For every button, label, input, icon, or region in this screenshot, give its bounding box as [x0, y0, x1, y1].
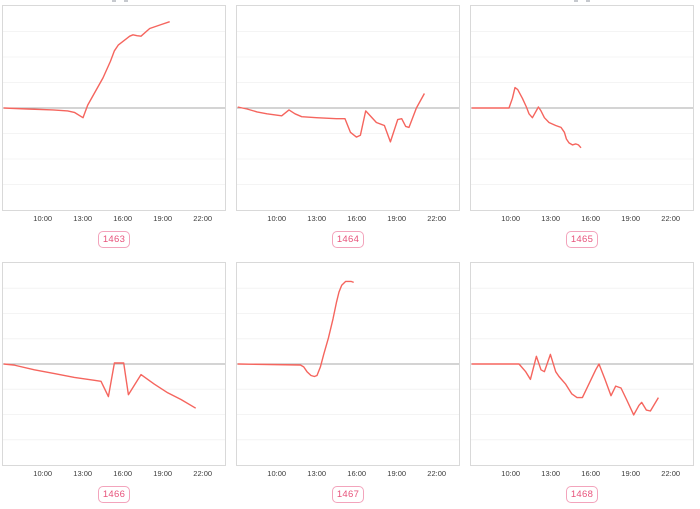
- cutoff-fragment: [586, 0, 590, 2]
- x-tick-label: 10:00: [267, 214, 287, 223]
- chart-cell-1468: 10:00 13:00 16:00 19:00 22:00 1468: [470, 262, 694, 503]
- chart-id-label: 1465: [570, 234, 594, 245]
- x-tick-label: 16:00: [347, 214, 367, 223]
- line-chart-svg: [3, 287, 225, 441]
- x-tick-label: 16:00: [581, 214, 601, 223]
- line-chart-svg: [237, 31, 459, 185]
- line-chart-plot: [470, 262, 694, 466]
- chart-id-badge[interactable]: 1468: [565, 486, 599, 503]
- x-tick-label: 16:00: [581, 469, 601, 478]
- chart-cell-1467: 10:00 13:00 16:00 19:00 22:00 1467: [236, 262, 460, 503]
- x-axis-ticks: 10:00 13:00 16:00 19:00 22:00: [236, 214, 460, 225]
- x-axis-ticks: 10:00 13:00 16:00 19:00 22:00: [236, 469, 460, 480]
- x-tick-label: 13:00: [73, 214, 93, 223]
- chart-cell-1466: 10:00 13:00 16:00 19:00 22:00 1466: [2, 262, 226, 503]
- series-line: [3, 21, 170, 119]
- x-tick-label: 10:00: [33, 214, 53, 223]
- cutoff-fragment: [112, 0, 116, 2]
- series-line: [3, 362, 197, 409]
- series-line: [471, 86, 582, 149]
- chart-id-badge[interactable]: 1465: [565, 231, 599, 248]
- x-tick-label: 10:00: [501, 469, 521, 478]
- line-chart-svg: [3, 21, 225, 185]
- line-chart-plot: [236, 5, 460, 211]
- x-axis-ticks: 10:00 13:00 16:00 19:00 22:00: [2, 469, 226, 480]
- x-tick-label: 22:00: [193, 469, 213, 478]
- x-tick-label: 13:00: [307, 214, 327, 223]
- chart-id-label: 1464: [336, 234, 360, 245]
- chart-id-badge[interactable]: 1466: [97, 486, 131, 503]
- line-chart-plot: [470, 5, 694, 211]
- x-tick-label: 22:00: [427, 214, 447, 223]
- x-tick-label: 10:00: [501, 214, 521, 223]
- chart-id-label: 1463: [102, 234, 126, 245]
- x-tick-label: 19:00: [153, 469, 173, 478]
- x-tick-label: 22:00: [661, 214, 681, 223]
- x-axis-ticks: 10:00 13:00 16:00 19:00 22:00: [470, 214, 694, 225]
- x-tick-label: 22:00: [193, 214, 213, 223]
- chart-cell-1464: 10:00 13:00 16:00 19:00 22:00 1464: [236, 5, 460, 248]
- x-tick-label: 19:00: [387, 469, 407, 478]
- line-chart-svg: [471, 287, 693, 441]
- series-line: [237, 93, 426, 143]
- x-tick-label: 13:00: [73, 469, 93, 478]
- line-chart-plot: [2, 5, 226, 211]
- x-axis-ticks: 10:00 13:00 16:00 19:00 22:00: [470, 469, 694, 480]
- chart-id-label: 1468: [570, 489, 594, 500]
- x-tick-label: 19:00: [621, 469, 641, 478]
- x-tick-label: 16:00: [113, 469, 133, 478]
- line-chart-plot: [2, 262, 226, 466]
- x-tick-label: 19:00: [621, 214, 641, 223]
- line-chart-svg: [237, 280, 459, 441]
- series-line: [471, 353, 660, 416]
- chart-cell-1463: 10:00 13:00 16:00 19:00 22:00 1463: [2, 5, 226, 248]
- x-tick-label: 13:00: [307, 469, 327, 478]
- x-tick-label: 22:00: [427, 469, 447, 478]
- cutoff-fragment: [124, 0, 128, 2]
- chart-id-label: 1466: [102, 489, 126, 500]
- line-chart-svg: [471, 31, 693, 185]
- x-tick-label: 19:00: [153, 214, 173, 223]
- chart-id-badge[interactable]: 1467: [331, 486, 365, 503]
- x-tick-label: 22:00: [661, 469, 681, 478]
- chart-id-badge[interactable]: 1463: [97, 231, 131, 248]
- cutoff-fragment: [574, 0, 578, 2]
- series-line: [237, 280, 354, 378]
- chart-cell-1465: 10:00 13:00 16:00 19:00 22:00 1465: [470, 5, 694, 248]
- x-tick-label: 19:00: [387, 214, 407, 223]
- x-tick-label: 13:00: [541, 214, 561, 223]
- x-tick-label: 16:00: [347, 469, 367, 478]
- x-axis-ticks: 10:00 13:00 16:00 19:00 22:00: [2, 214, 226, 225]
- x-tick-label: 10:00: [267, 469, 287, 478]
- chart-id-label: 1467: [336, 489, 360, 500]
- line-chart-plot: [236, 262, 460, 466]
- chart-id-badge[interactable]: 1464: [331, 231, 365, 248]
- x-tick-label: 16:00: [113, 214, 133, 223]
- x-tick-label: 10:00: [33, 469, 53, 478]
- x-tick-label: 13:00: [541, 469, 561, 478]
